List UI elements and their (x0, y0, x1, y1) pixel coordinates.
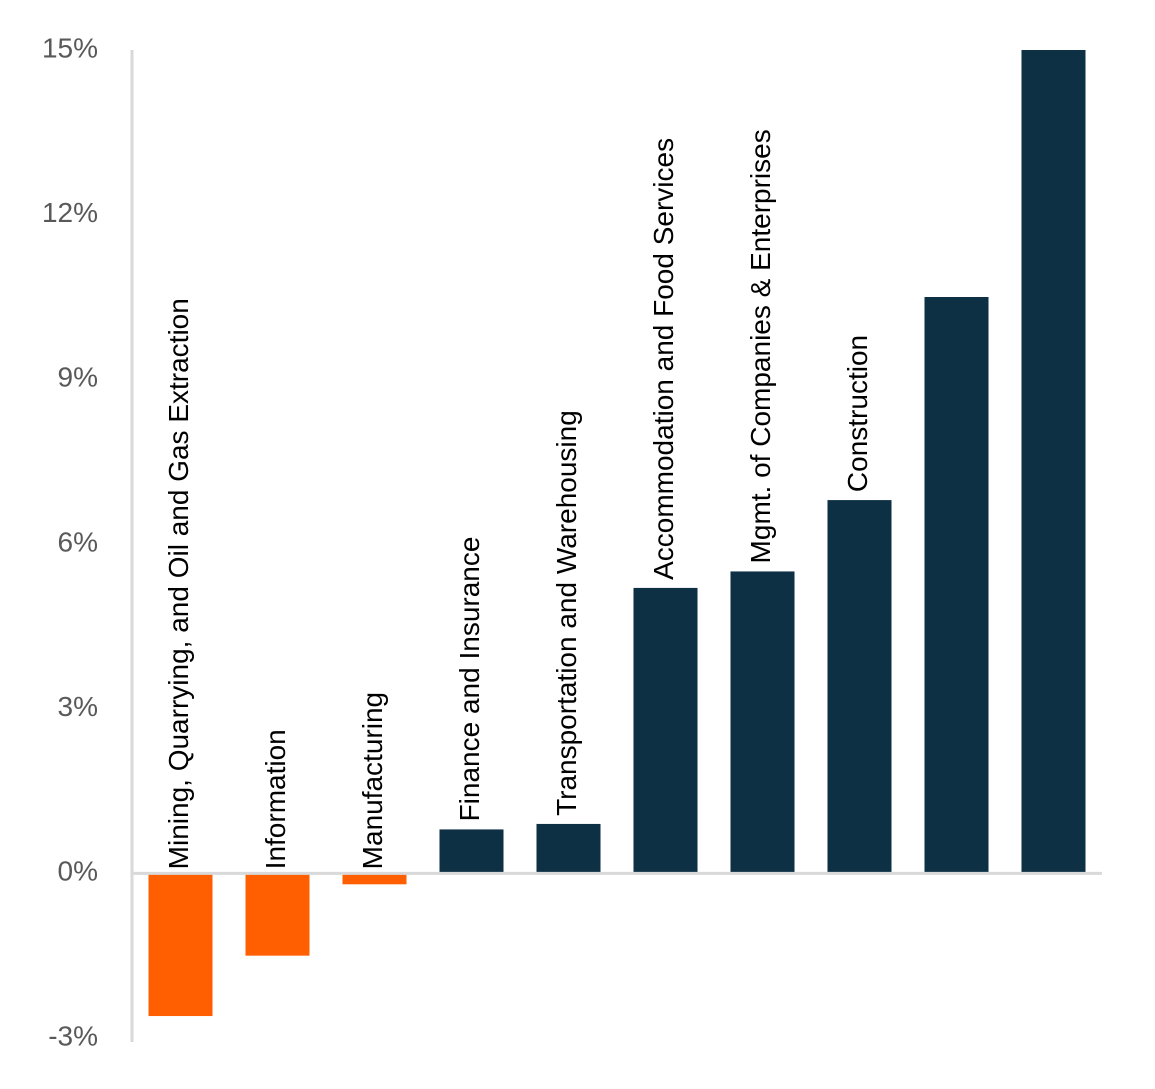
y-tick-label: 12% (42, 197, 98, 228)
category-label: Transportation and Warehousing (551, 410, 582, 816)
y-tick-label: 15% (42, 32, 98, 63)
y-tick-label: 6% (58, 526, 98, 557)
y-tick-label: 9% (58, 362, 98, 393)
bar (827, 500, 892, 874)
bar (924, 297, 989, 874)
category-label: Mgmt. of Companies & Enterprises (745, 129, 776, 563)
bar (245, 873, 310, 956)
category-label: Manufacturing (357, 692, 388, 869)
y-tick-label: 0% (58, 856, 98, 887)
category-label: Information (260, 729, 291, 869)
bar (730, 571, 795, 874)
bar (536, 823, 601, 874)
bar (342, 873, 407, 885)
y-tick-label: -3% (48, 1020, 98, 1051)
category-label: Construction (842, 335, 873, 492)
category-label: Mining, Quarrying, and Oil and Gas Extra… (163, 298, 194, 869)
y-tick-label: 3% (58, 691, 98, 722)
bar (148, 873, 213, 1017)
bar (633, 587, 698, 874)
category-label: Finance and Insurance (454, 537, 485, 822)
bar (439, 829, 504, 874)
category-label: Accommodation and Food Services (648, 138, 679, 580)
bar (1021, 50, 1086, 874)
